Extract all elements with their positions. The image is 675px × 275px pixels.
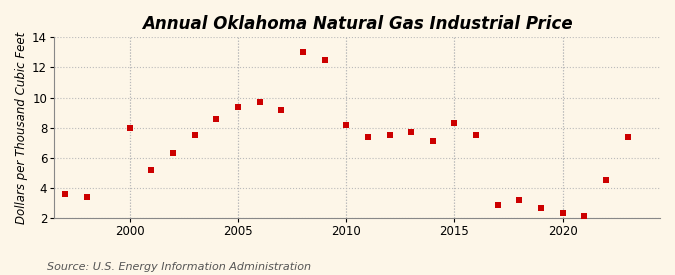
Point xyxy=(319,58,330,62)
Point xyxy=(558,211,568,215)
Point xyxy=(211,116,222,121)
Point xyxy=(449,121,460,125)
Point xyxy=(535,206,546,210)
Point xyxy=(59,192,70,196)
Point xyxy=(254,100,265,104)
Title: Annual Oklahoma Natural Gas Industrial Price: Annual Oklahoma Natural Gas Industrial P… xyxy=(142,15,572,33)
Point xyxy=(362,134,373,139)
Point xyxy=(124,125,135,130)
Point xyxy=(427,139,438,144)
Point xyxy=(167,151,178,155)
Point xyxy=(276,108,287,112)
Text: Source: U.S. Energy Information Administration: Source: U.S. Energy Information Administ… xyxy=(47,262,311,272)
Y-axis label: Dollars per Thousand Cubic Feet: Dollars per Thousand Cubic Feet xyxy=(15,32,28,224)
Point xyxy=(514,198,524,202)
Point xyxy=(146,168,157,172)
Point xyxy=(492,203,503,207)
Point xyxy=(298,50,308,55)
Point xyxy=(601,178,612,183)
Point xyxy=(406,130,416,134)
Point xyxy=(470,133,481,138)
Point xyxy=(622,134,633,139)
Point xyxy=(384,133,395,138)
Point xyxy=(190,133,200,138)
Point xyxy=(341,122,352,127)
Point xyxy=(81,195,92,199)
Point xyxy=(233,104,244,109)
Point xyxy=(579,214,590,218)
